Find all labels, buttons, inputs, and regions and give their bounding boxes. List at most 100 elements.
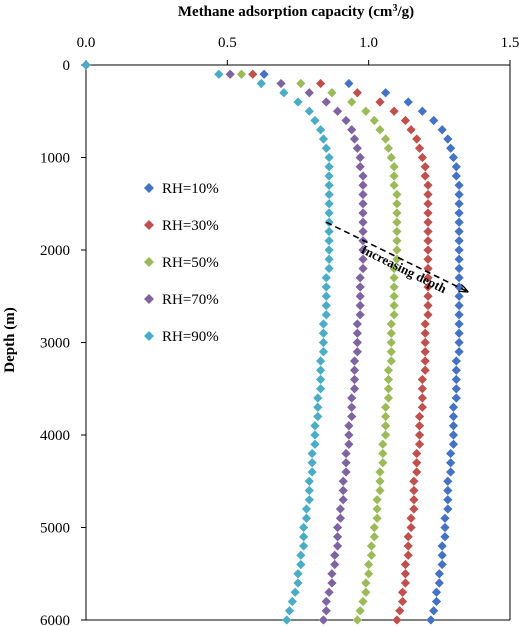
- data-point: [358, 217, 368, 227]
- data-point: [395, 606, 405, 616]
- data-point: [451, 393, 461, 403]
- data-point: [437, 550, 447, 560]
- data-point: [332, 532, 343, 542]
- data-point: [214, 69, 224, 79]
- y-tick-label: 6000: [40, 613, 70, 626]
- data-point: [347, 97, 357, 107]
- data-point: [301, 513, 312, 523]
- data-point: [321, 310, 331, 320]
- data-point: [324, 152, 334, 163]
- data-point: [327, 578, 337, 588]
- data-point: [448, 402, 459, 412]
- data-point: [454, 189, 464, 200]
- data-point: [352, 615, 362, 625]
- data-point: [355, 291, 365, 301]
- data-point: [358, 180, 368, 190]
- data-point: [448, 439, 459, 449]
- data-point: [279, 88, 289, 98]
- data-point: [225, 69, 235, 79]
- data-point: [397, 596, 408, 607]
- data-point: [344, 78, 354, 89]
- data-point: [386, 319, 396, 329]
- data-point: [443, 134, 453, 144]
- data-point: [381, 402, 391, 412]
- data-point: [358, 189, 368, 200]
- data-point: [355, 152, 365, 163]
- data-point: [440, 532, 450, 542]
- data-point: [366, 541, 377, 551]
- data-point: [381, 421, 391, 431]
- data-point: [423, 310, 433, 320]
- data-point: [332, 541, 343, 551]
- data-point: [454, 199, 464, 209]
- data-point: [327, 569, 337, 579]
- data-point: [341, 115, 351, 126]
- data-point: [321, 282, 331, 292]
- data-point: [443, 504, 453, 514]
- data-point: [454, 263, 464, 274]
- data-point: [366, 550, 377, 560]
- data-point: [406, 522, 416, 533]
- data-point: [448, 152, 459, 163]
- data-point: [389, 180, 399, 190]
- data-point: [316, 78, 326, 89]
- data-point: [301, 504, 312, 514]
- x-tick-label: 0.5: [218, 35, 237, 51]
- data-point: [420, 356, 430, 366]
- data-point: [352, 337, 362, 348]
- data-point: [454, 328, 464, 338]
- data-point: [81, 60, 91, 70]
- data-point: [287, 596, 297, 607]
- data-point: [321, 143, 331, 153]
- data-point: [423, 199, 433, 209]
- y-tick-label: 0: [63, 58, 71, 74]
- data-point: [316, 365, 326, 375]
- data-point: [440, 513, 450, 523]
- data-point: [375, 125, 385, 135]
- data-point: [454, 337, 464, 348]
- data-point: [414, 411, 425, 422]
- data-point: [431, 596, 442, 607]
- data-point: [321, 291, 331, 301]
- x-tick-label: 0.0: [77, 35, 96, 51]
- data-point: [321, 596, 331, 607]
- data-point: [304, 88, 314, 98]
- data-point: [400, 569, 411, 579]
- data-point: [349, 134, 360, 144]
- data-point: [451, 356, 461, 366]
- data-point: [392, 245, 402, 255]
- data-point: [406, 513, 416, 523]
- data-point: [389, 300, 399, 311]
- data-point: [397, 587, 408, 597]
- data-point: [446, 448, 456, 459]
- legend-item: RH=10%: [144, 181, 219, 197]
- data-point: [409, 495, 419, 505]
- data-point: [313, 393, 323, 403]
- data-point: [324, 236, 334, 246]
- data-point: [392, 208, 402, 218]
- data-point: [406, 125, 416, 135]
- y-tick-label: 5000: [40, 521, 70, 537]
- data-point: [443, 485, 453, 496]
- data-point: [409, 504, 419, 514]
- data-point: [451, 365, 461, 375]
- data-point: [307, 448, 317, 459]
- data-point: [383, 374, 394, 385]
- data-point: [403, 550, 413, 560]
- data-point: [423, 254, 433, 264]
- data-point: [386, 328, 396, 338]
- data-point: [400, 115, 411, 126]
- data-point: [454, 226, 464, 237]
- data-point: [437, 125, 447, 135]
- data-point: [338, 495, 348, 505]
- data-point: [355, 606, 365, 616]
- data-point: [296, 78, 306, 89]
- data-point: [409, 476, 419, 486]
- data-point: [372, 495, 382, 505]
- data-point: [392, 615, 402, 625]
- x-axis-title: Methane adsorption capacity (cm3/g): [178, 3, 414, 21]
- data-point: [369, 532, 379, 542]
- data-point: [375, 467, 385, 477]
- data-point: [383, 384, 394, 394]
- data-point: [332, 106, 343, 116]
